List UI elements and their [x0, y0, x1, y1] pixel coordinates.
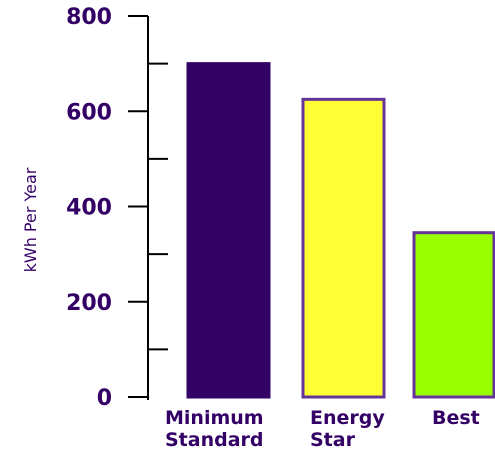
y-axis-title: kWh Per Year: [21, 167, 40, 272]
y-tick-label: 600: [66, 100, 112, 125]
y-tick-label: 400: [66, 196, 112, 221]
y-axis: 0 200 400 600 800: [66, 5, 168, 411]
bars: [186, 62, 495, 399]
y-tick-label: 200: [66, 291, 112, 316]
y-tick-label: 0: [97, 386, 112, 411]
y-tick-label: 800: [66, 5, 112, 30]
bar-best: [412, 231, 495, 399]
category-labels: Minimum Standard Energy Star Best: [165, 407, 480, 451]
category-label: Energy Star: [310, 407, 385, 451]
bar-energy-star: [301, 97, 386, 399]
bar-minimum-standard: [186, 62, 271, 399]
category-label: Best: [432, 407, 480, 429]
category-label: Minimum Standard: [165, 407, 264, 451]
